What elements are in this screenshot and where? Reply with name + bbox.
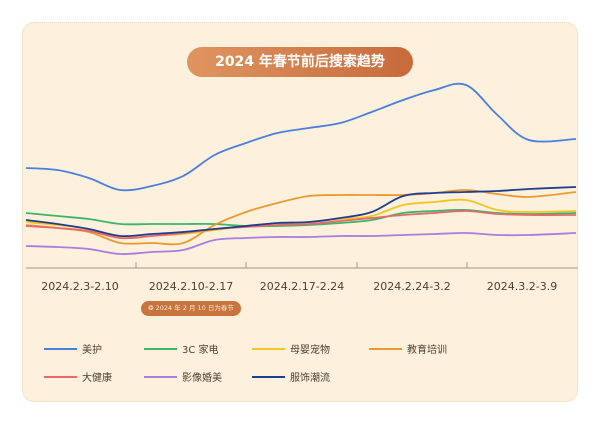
annotation-text: 2024 年 2 月 10 日为春节 [155, 304, 234, 312]
x-tick-label: 2024.2.10-2.17 [148, 280, 234, 293]
legend-swatch [44, 347, 77, 350]
series-line-0 [25, 82, 577, 192]
chart-title: 2024 年春节前后搜索趋势 [187, 47, 413, 77]
firework-icon: ❂ [148, 304, 156, 312]
legend-swatch [144, 375, 177, 378]
spring-festival-annotation: ❂ 2024 年 2 月 10 日为春节 [141, 301, 241, 316]
legend-label: 美护 [82, 345, 102, 356]
series-line-5 [25, 232, 577, 255]
legend-item[interactable]: 教育培训 [369, 341, 447, 356]
legend-item[interactable]: 母婴宠物 [252, 341, 330, 356]
legend-item[interactable]: 大健康 [44, 369, 112, 384]
x-tick-label: 2024.2.24-3.2 [373, 280, 451, 293]
legend-swatch [252, 347, 285, 350]
legend-label: 教育培训 [407, 345, 447, 356]
legend-label: 大健康 [82, 373, 112, 384]
legend-label: 影像婚美 [182, 373, 222, 384]
series-line-6 [25, 186, 577, 238]
legend-label: 服饰潮流 [290, 373, 330, 384]
series-line-3 [25, 189, 577, 246]
legend-item[interactable]: 影像婚美 [144, 369, 222, 384]
legend-label: 3C 家电 [182, 345, 219, 356]
legend-item[interactable]: 美护 [44, 341, 102, 356]
legend-item[interactable]: 服饰潮流 [252, 369, 330, 384]
x-tick-label: 2024.3.2-3.9 [486, 280, 558, 293]
series-line-2 [25, 198, 577, 240]
legend-item[interactable]: 3C 家电 [144, 341, 219, 356]
legend-swatch [44, 375, 77, 378]
legend-label: 母婴宠物 [290, 345, 330, 356]
legend-swatch [252, 375, 285, 378]
x-tick-label: 2024.2.17-2.24 [259, 280, 345, 293]
x-tick-label: 2024.2.3-2.10 [41, 280, 119, 293]
legend-swatch [144, 347, 177, 350]
series-line-1 [25, 209, 577, 228]
legend-swatch [369, 347, 402, 350]
series-line-4 [25, 210, 577, 240]
